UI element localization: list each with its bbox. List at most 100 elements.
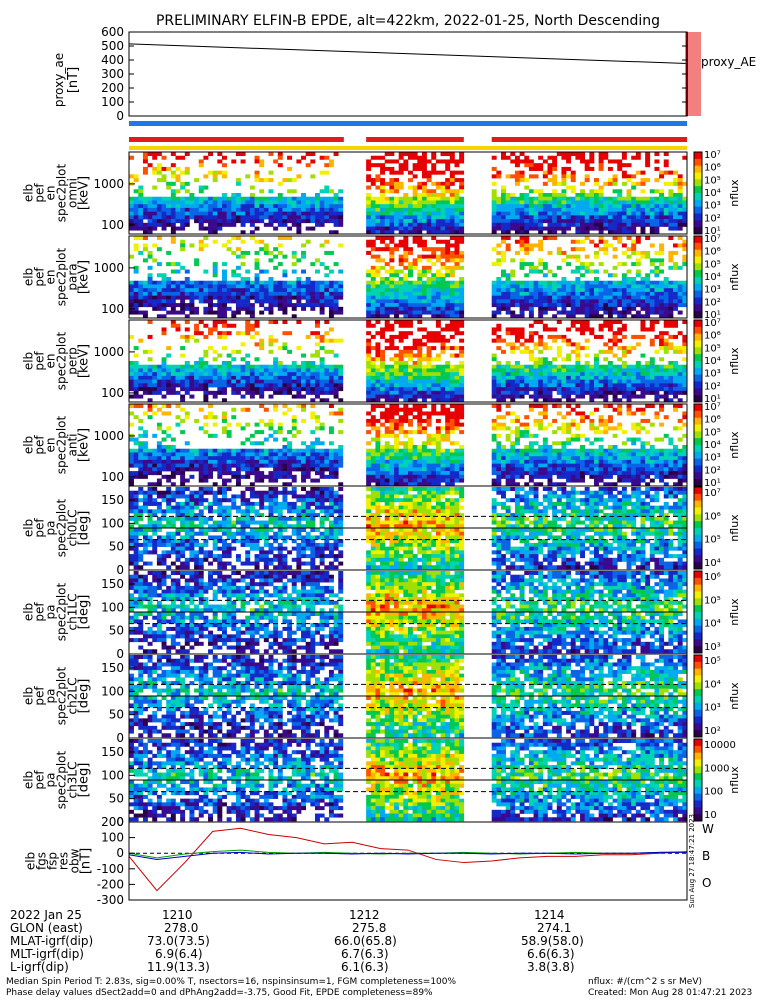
ae-ytick-label: 500	[101, 39, 124, 53]
spec-cell	[287, 291, 293, 296]
spec-cell	[598, 303, 604, 308]
spec-cell	[254, 258, 260, 263]
spec-cell	[324, 459, 330, 464]
spec-cell	[189, 295, 195, 300]
spec-cell	[291, 372, 297, 377]
spec-cell	[584, 353, 590, 358]
spec-cell	[403, 284, 409, 289]
spec-cell	[640, 291, 646, 296]
spec-cell	[175, 383, 181, 388]
spec-cell	[268, 338, 274, 343]
spec-cell	[133, 441, 139, 446]
spec-cell	[161, 207, 167, 212]
spec-cell	[617, 230, 623, 235]
spec-cell	[556, 280, 562, 285]
spec-cell	[277, 368, 283, 373]
spec-cell	[594, 204, 599, 209]
spec-cell	[310, 152, 316, 157]
spec-cell	[421, 204, 427, 209]
spec-cell	[282, 445, 288, 450]
spec-cell	[319, 215, 325, 220]
spec-cell	[389, 379, 395, 384]
spec-cell	[580, 310, 585, 315]
spec-cell	[594, 284, 599, 289]
spec-cell	[235, 181, 241, 186]
spec-cell	[505, 204, 511, 209]
spec-cell	[635, 269, 641, 274]
spec-cell	[449, 394, 455, 399]
spec-cell	[626, 230, 632, 235]
spec-cell	[389, 303, 395, 308]
spec-cell	[231, 288, 237, 293]
spec-cell	[375, 375, 381, 380]
spec-cell	[389, 166, 395, 171]
spec-cell	[514, 211, 520, 216]
spec-cell	[310, 204, 316, 209]
spec-cell	[547, 398, 553, 403]
spec-cell	[510, 211, 516, 216]
plot-title: PRELIMINARY ELFIN-B EPDE, alt=422km, 202…	[156, 13, 660, 29]
spec-cell	[538, 368, 544, 373]
spec-cell	[431, 346, 437, 351]
spec-cell	[431, 295, 437, 300]
spec-cell	[380, 196, 386, 201]
spec-cell	[454, 204, 460, 209]
spec-cell	[217, 303, 223, 308]
spec-cell	[226, 459, 232, 464]
spec-cell	[268, 375, 274, 380]
spec-cell	[389, 185, 395, 190]
spec-cell	[584, 372, 590, 377]
spec-cell	[552, 226, 558, 231]
spec-cell	[617, 288, 623, 293]
spec-cell	[673, 204, 678, 209]
spec-cell	[547, 346, 553, 351]
spec-cell	[263, 372, 269, 377]
spec-cell	[254, 379, 260, 384]
spec-cell	[231, 193, 237, 198]
spec-cell	[617, 189, 623, 194]
spec-cell	[152, 207, 158, 212]
spec-cell	[380, 379, 386, 384]
spec-cell	[287, 474, 293, 479]
spec-cell	[324, 215, 330, 220]
spec-cell	[226, 291, 232, 296]
spec-cell	[375, 379, 381, 384]
spec-cell	[398, 331, 404, 336]
spec-cell	[259, 474, 265, 479]
spec-cell	[412, 372, 418, 377]
spec-cell	[510, 379, 516, 384]
spec-cell	[142, 236, 148, 241]
spec-cell	[519, 306, 525, 311]
spec-cell	[445, 314, 451, 319]
spec-cell	[380, 189, 386, 194]
spec-cell	[533, 342, 539, 347]
colorbar-cell	[694, 347, 702, 352]
spec-cell	[538, 243, 544, 248]
spec-cell	[138, 193, 144, 198]
spec-cell	[203, 323, 209, 328]
spec-cell	[598, 368, 604, 373]
spec-cell	[156, 459, 162, 464]
spec-cell	[491, 288, 497, 293]
spec-cell	[142, 383, 148, 388]
spec-cell	[617, 331, 623, 336]
spec-cell	[268, 219, 274, 224]
spec-cell	[417, 303, 423, 308]
spec-cell	[249, 433, 255, 438]
spec-cell	[556, 375, 562, 380]
spec-cell	[603, 211, 609, 216]
spec-cell	[519, 178, 525, 183]
spec-cell	[435, 222, 441, 227]
spec-cell	[319, 211, 325, 216]
spec-cell	[398, 181, 404, 186]
spec-cell	[449, 155, 455, 160]
spec-cell	[538, 364, 544, 369]
spec-cell	[273, 284, 279, 289]
colorbar-cell	[694, 152, 702, 156]
spec-cell	[319, 441, 325, 446]
spec-cell	[310, 379, 316, 384]
spec-cell	[575, 193, 581, 198]
spec-cell	[663, 204, 669, 209]
spec-cell	[417, 357, 423, 362]
